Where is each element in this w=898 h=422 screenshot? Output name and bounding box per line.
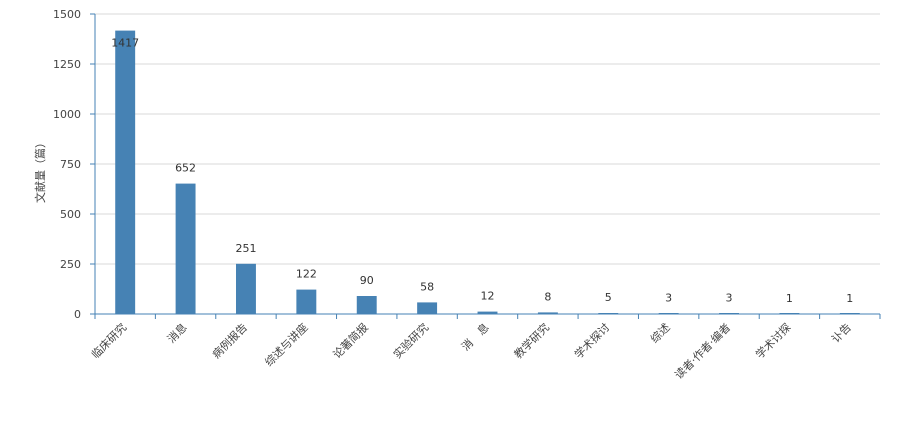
bar[interactable] bbox=[537, 312, 558, 314]
y-axis-title: 文献量（篇） bbox=[33, 137, 47, 203]
y-tick-label: 1500 bbox=[53, 8, 81, 21]
bar[interactable] bbox=[296, 289, 317, 314]
data-label: 58 bbox=[420, 280, 434, 293]
data-label: 8 bbox=[544, 290, 551, 303]
x-tick-label: 讣告 bbox=[829, 321, 854, 346]
data-label: 1 bbox=[786, 292, 793, 305]
axes bbox=[90, 13, 881, 319]
bar[interactable] bbox=[417, 302, 438, 314]
x-tick-label: 消 息 bbox=[458, 320, 491, 353]
y-tick-label: 0 bbox=[74, 308, 81, 321]
bar[interactable] bbox=[175, 183, 196, 314]
y-tick-label: 250 bbox=[60, 258, 81, 271]
x-tick-label: 学术探讨 bbox=[571, 320, 612, 361]
bars bbox=[115, 30, 860, 314]
x-tick-label: 临床研究 bbox=[88, 320, 129, 361]
bar[interactable] bbox=[115, 30, 136, 314]
bar[interactable] bbox=[477, 311, 498, 314]
y-tick-label: 1000 bbox=[53, 108, 81, 121]
x-tick-label: 综述 bbox=[647, 320, 672, 345]
x-tick-label: 综述与讲座 bbox=[262, 320, 311, 369]
y-tick-label: 500 bbox=[60, 208, 81, 221]
data-label: 122 bbox=[296, 268, 317, 281]
bar[interactable] bbox=[356, 296, 377, 314]
x-tick-label: 论著简报 bbox=[330, 320, 371, 361]
x-tick-label: 消息 bbox=[164, 320, 189, 345]
data-label: 5 bbox=[605, 291, 612, 304]
data-label: 3 bbox=[726, 291, 733, 304]
x-tick-label: 读者·作者·编者 bbox=[672, 320, 734, 382]
data-label: 12 bbox=[481, 290, 495, 303]
x-tick-label: 病例报告 bbox=[209, 320, 250, 361]
data-label: 652 bbox=[175, 162, 196, 175]
x-tick-label: 教学研究 bbox=[511, 320, 552, 361]
bar[interactable] bbox=[235, 263, 256, 314]
grid-lines bbox=[95, 13, 880, 265]
data-label: 90 bbox=[360, 274, 374, 287]
data-label: 251 bbox=[235, 242, 256, 255]
data-label: 3 bbox=[665, 291, 672, 304]
x-tick-label: 实验研究 bbox=[390, 320, 431, 361]
x-tick-label: 学术讨探 bbox=[753, 320, 794, 361]
y-tick-label: 1250 bbox=[53, 58, 81, 71]
y-tick-label: 750 bbox=[60, 158, 81, 171]
data-label: 1 bbox=[846, 292, 853, 305]
data-label: 1417 bbox=[111, 37, 139, 50]
